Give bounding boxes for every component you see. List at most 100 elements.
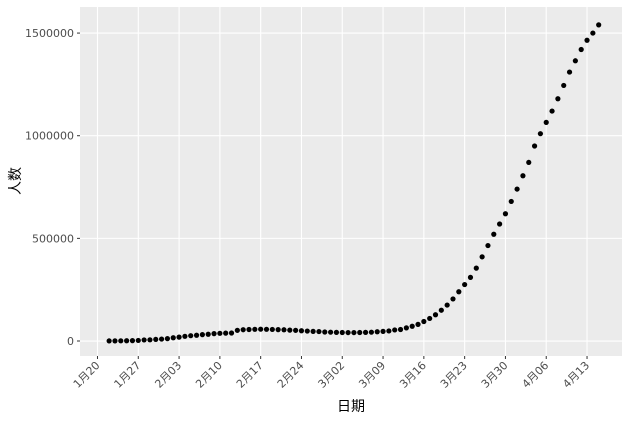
- point: [531, 143, 538, 149]
- point: [328, 329, 334, 335]
- point: [112, 338, 118, 344]
- point: [182, 333, 188, 339]
- x-tick-label: 3月02: [316, 359, 348, 391]
- point: [421, 318, 427, 325]
- x-tick-label: 1月20: [71, 359, 103, 391]
- point: [491, 231, 497, 237]
- point: [526, 159, 532, 166]
- point: [205, 331, 211, 337]
- point: [386, 328, 392, 334]
- point: [170, 335, 176, 341]
- y-axis-title: 人数: [8, 167, 24, 195]
- point: [345, 329, 351, 336]
- point: [351, 329, 357, 336]
- x-tick-label: 4月06: [520, 359, 552, 391]
- point: [269, 326, 275, 333]
- point: [467, 274, 474, 280]
- point: [211, 331, 217, 337]
- point: [135, 337, 141, 344]
- point: [164, 336, 171, 342]
- point: [141, 337, 147, 343]
- point: [438, 307, 444, 313]
- point: [444, 302, 450, 308]
- point: [193, 332, 200, 338]
- point: [462, 281, 468, 288]
- point: [240, 327, 246, 333]
- point: [246, 326, 252, 333]
- point: [228, 330, 235, 336]
- point: [333, 329, 340, 335]
- point: [590, 30, 596, 36]
- point: [281, 327, 287, 333]
- point: [537, 131, 544, 137]
- point: [479, 254, 485, 260]
- point: [502, 211, 509, 217]
- x-axis-title: 日期: [337, 399, 365, 415]
- point: [392, 327, 398, 333]
- point: [158, 336, 165, 342]
- point: [368, 329, 374, 335]
- point: [118, 338, 124, 344]
- point: [508, 198, 514, 205]
- point: [555, 96, 561, 102]
- point: [415, 321, 421, 327]
- point: [188, 333, 194, 339]
- x-tick-label: 2月24: [275, 359, 307, 391]
- point: [543, 119, 549, 125]
- y-tick-label: 0: [67, 335, 74, 348]
- point: [497, 221, 503, 227]
- point: [427, 315, 433, 322]
- point: [322, 329, 328, 335]
- point: [252, 326, 258, 332]
- point: [147, 337, 153, 343]
- point: [304, 328, 310, 334]
- point: [514, 186, 520, 192]
- point: [106, 338, 112, 344]
- point: [339, 329, 345, 336]
- x-tick-label: 1月27: [112, 359, 144, 391]
- point: [234, 327, 240, 333]
- point: [298, 328, 305, 334]
- y-tick-label: 500000: [32, 232, 74, 245]
- point: [129, 338, 136, 344]
- point: [397, 326, 404, 333]
- point: [263, 326, 270, 332]
- point: [258, 326, 264, 332]
- point: [520, 173, 526, 179]
- point: [316, 328, 322, 335]
- point: [293, 327, 299, 333]
- point: [432, 312, 439, 318]
- x-tick-label: 2月10: [193, 359, 225, 391]
- point: [450, 296, 456, 302]
- point: [374, 329, 380, 335]
- point: [357, 329, 363, 336]
- point: [596, 22, 602, 28]
- y-tick-label: 1000000: [25, 130, 74, 143]
- point: [223, 330, 229, 336]
- point: [403, 325, 409, 331]
- point: [275, 327, 281, 333]
- point: [578, 46, 584, 53]
- point: [572, 58, 578, 64]
- point: [549, 108, 555, 114]
- point: [409, 323, 415, 329]
- point: [199, 332, 205, 338]
- point: [561, 82, 567, 89]
- point: [584, 37, 590, 43]
- x-tick-label: 3月16: [397, 359, 429, 391]
- point: [287, 327, 293, 333]
- x-tick-label: 2月03: [152, 359, 184, 391]
- x-tick-label: 2月17: [234, 359, 266, 391]
- point: [176, 334, 182, 340]
- x-tick-label: 3月09: [356, 359, 388, 391]
- x-tick-label: 3月23: [438, 359, 470, 391]
- point: [473, 265, 479, 271]
- y-tick-label: 1500000: [25, 27, 74, 40]
- point: [153, 336, 159, 343]
- point: [124, 338, 130, 344]
- point: [217, 330, 223, 336]
- point: [362, 329, 369, 335]
- point: [485, 242, 491, 249]
- x-tick-label: 4月13: [560, 359, 592, 391]
